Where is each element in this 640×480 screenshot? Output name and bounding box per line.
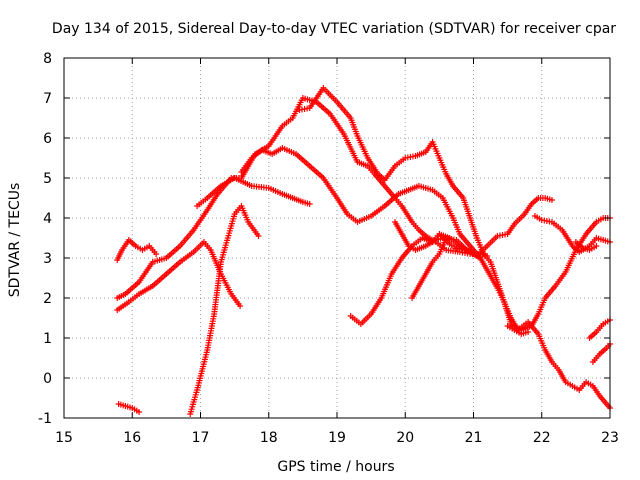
series-track-o	[586, 317, 613, 341]
series-track-b	[114, 237, 160, 263]
series-markers	[504, 323, 532, 337]
series-track-m	[531, 213, 613, 255]
series-track-f	[115, 401, 143, 415]
x-tick-label: 15	[55, 430, 73, 446]
series-markers	[187, 203, 262, 417]
series-track-h	[296, 85, 613, 333]
grid	[64, 58, 610, 418]
y-tick-label: 7	[43, 91, 52, 107]
series-track-n	[572, 239, 600, 253]
x-tick-label: 16	[123, 430, 141, 446]
x-tick-label: 20	[396, 430, 414, 446]
x-tick-label: 23	[601, 430, 619, 446]
x-tick-labels: 15 16 17 18 19 20 21 22 23	[55, 430, 619, 446]
y-tick-label: 5	[43, 171, 52, 187]
series-markers	[531, 213, 613, 255]
series-markers	[194, 175, 313, 209]
x-axis-title: GPS time / hours	[277, 459, 394, 475]
y-tick-label: 1	[43, 331, 52, 347]
series-markers	[296, 85, 613, 333]
series-markers	[409, 235, 484, 301]
series-markers	[572, 239, 600, 253]
y-tick-label: 0	[43, 371, 52, 387]
y-tick-labels: -1 0 1 2 3 4 5 6 7 8	[38, 51, 52, 427]
series-track-p	[589, 341, 613, 365]
series-track-j	[392, 219, 470, 253]
series-markers	[589, 341, 613, 365]
y-tick-label: 3	[43, 251, 52, 267]
y-tick-label: 8	[43, 51, 52, 67]
x-tick-label: 19	[328, 430, 346, 446]
y-tick-label: 6	[43, 131, 52, 147]
y-axis-title: SDTVAR / TECUs	[7, 183, 23, 298]
series-track-d	[194, 175, 313, 209]
series-track-e	[187, 203, 262, 417]
y-tick-label: 4	[43, 211, 52, 227]
series-track-l	[504, 323, 532, 337]
series-markers	[114, 237, 160, 263]
series-markers	[115, 401, 143, 415]
series-track-k	[409, 235, 484, 301]
y-tick-label: -1	[38, 411, 52, 427]
axis-ticks	[63, 57, 611, 419]
chart-title: Day 134 of 2015, Sidereal Day-to-day VTE…	[52, 21, 616, 37]
series-layer	[114, 85, 613, 417]
series-markers	[586, 317, 613, 341]
x-tick-label: 22	[533, 430, 551, 446]
x-tick-label: 17	[192, 430, 210, 446]
x-tick-label: 21	[465, 430, 483, 446]
x-tick-label: 18	[260, 430, 278, 446]
y-tick-label: 2	[43, 291, 52, 307]
series-markers	[392, 219, 470, 253]
